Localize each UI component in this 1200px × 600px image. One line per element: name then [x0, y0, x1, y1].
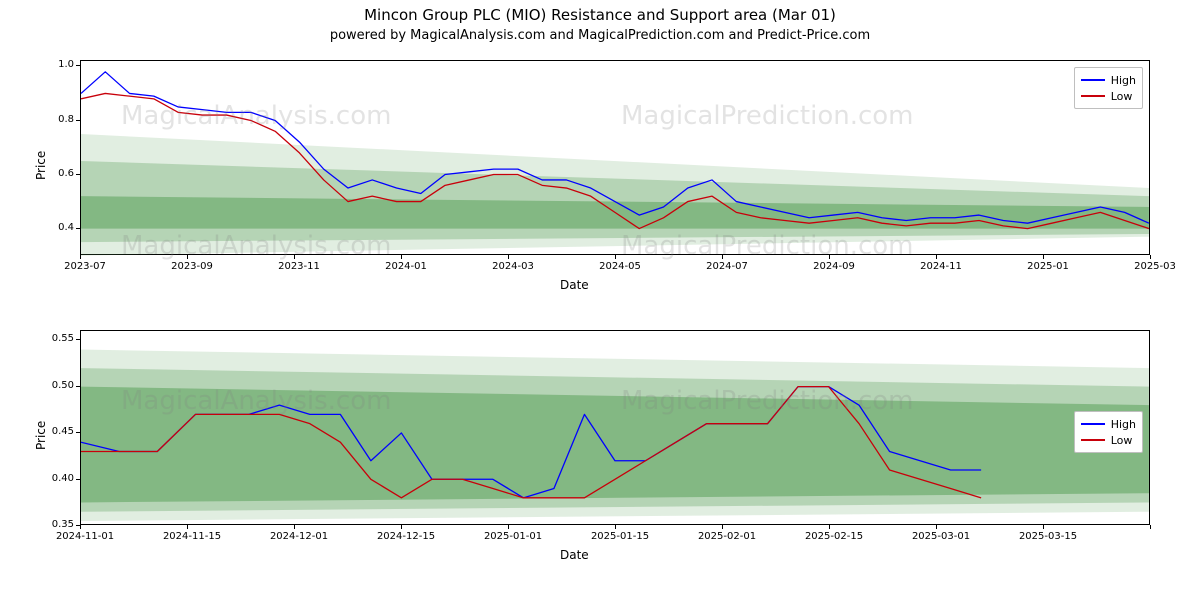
x-tick-label: 2024-05	[585, 261, 655, 272]
x-tick-label: 2024-03	[478, 261, 548, 272]
x-tick-label: 2025-01	[1013, 261, 1083, 272]
legend-label: High	[1111, 418, 1136, 431]
x-tick-label: 2024-12-01	[264, 531, 334, 542]
chart-title: Mincon Group PLC (MIO) Resistance and Su…	[0, 6, 1200, 24]
x-tick-label: 2024-11-01	[50, 531, 120, 542]
top-chart-panel: MagicalAnalysis.com MagicalPrediction.co…	[80, 60, 1150, 255]
x-tick-label: 2024-09	[799, 261, 869, 272]
x-tick-label: 2025-01-01	[478, 531, 548, 542]
bottom-chart-panel: MagicalAnalysis.com MagicalPrediction.co…	[80, 330, 1150, 525]
legend-label: Low	[1111, 90, 1133, 103]
x-tick-label: 2025-02-15	[799, 531, 869, 542]
y-tick-label: 0.35	[40, 519, 74, 530]
y-tick-label: 0.8	[40, 114, 74, 125]
legend: High Low	[1074, 411, 1143, 453]
y-tick-label: 0.50	[40, 380, 74, 391]
x-tick-label: 2023-11	[264, 261, 334, 272]
legend-swatch	[1081, 95, 1105, 97]
x-axis-label: Date	[560, 278, 589, 292]
legend-item: High	[1081, 72, 1136, 88]
x-tick-label: 2025-03-15	[1013, 531, 1083, 542]
legend: High Low	[1074, 67, 1143, 109]
legend-swatch	[1081, 79, 1105, 81]
y-tick-label: 0.40	[40, 473, 74, 484]
legend-item: Low	[1081, 432, 1136, 448]
x-tick-label: 2023-09	[157, 261, 227, 272]
y-tick-label: 0.45	[40, 426, 74, 437]
y-tick-label: 1.0	[40, 59, 74, 70]
bottom-chart-svg	[81, 331, 1149, 526]
x-tick-label: 2025-03	[1120, 261, 1190, 272]
x-tick-label: 2024-01	[371, 261, 441, 272]
x-tick-label: 2024-12-15	[371, 531, 441, 542]
legend-swatch	[1081, 439, 1105, 441]
legend-item: Low	[1081, 88, 1136, 104]
legend-label: Low	[1111, 434, 1133, 447]
figure: Mincon Group PLC (MIO) Resistance and Su…	[0, 0, 1200, 600]
chart-subtitle: powered by MagicalAnalysis.com and Magic…	[0, 28, 1200, 43]
y-tick-label: 0.6	[40, 168, 74, 179]
legend-label: High	[1111, 74, 1136, 87]
x-tick-label: 2025-03-01	[906, 531, 976, 542]
top-chart-svg	[81, 61, 1149, 256]
y-tick-label: 0.4	[40, 222, 74, 233]
x-tick-label: 2024-07	[692, 261, 762, 272]
y-tick-label: 0.55	[40, 333, 74, 344]
x-axis-label: Date	[560, 548, 589, 562]
x-tick-label: 2025-01-15	[585, 531, 655, 542]
legend-swatch	[1081, 423, 1105, 425]
x-tick-label: 2025-02-01	[692, 531, 762, 542]
x-tick-label: 2024-11-15	[157, 531, 227, 542]
x-tick-label: 2024-11	[906, 261, 976, 272]
x-tick-label: 2023-07	[50, 261, 120, 272]
legend-item: High	[1081, 416, 1136, 432]
